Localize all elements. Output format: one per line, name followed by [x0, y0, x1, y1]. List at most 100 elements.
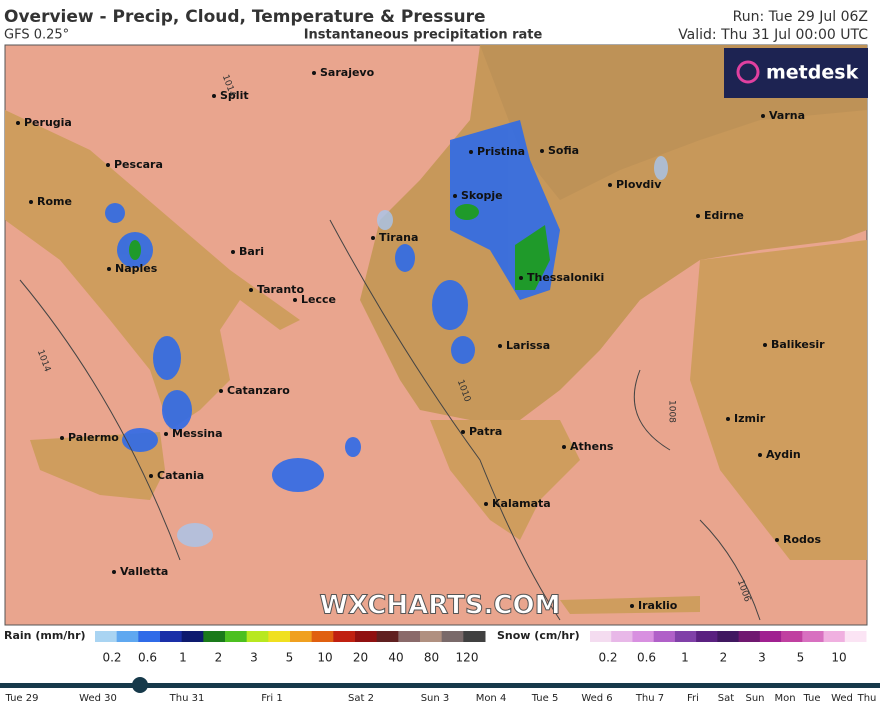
- snow-swatch: [611, 631, 633, 642]
- city-label: Valletta: [120, 565, 168, 578]
- rain-swatch: [95, 631, 118, 642]
- timeline-label[interactable]: Thu 7: [635, 693, 664, 704]
- city-dot: [371, 236, 375, 240]
- rain-swatch: [268, 631, 291, 642]
- timeline-label[interactable]: Mon 4: [476, 693, 507, 704]
- rain-tick: 20: [353, 651, 368, 665]
- logo: metdesk: [766, 62, 859, 84]
- timeline-label[interactable]: Wed 30: [79, 693, 117, 704]
- city-label: Pescara: [114, 158, 163, 171]
- snow-tick: 3: [758, 651, 766, 665]
- rain-swatch: [203, 631, 226, 642]
- city-label: Thessaloniki: [527, 271, 604, 284]
- timeline-label[interactable]: Fri 1: [261, 693, 282, 704]
- rain-swatch: [355, 631, 378, 642]
- timeline-handle[interactable]: [132, 677, 148, 693]
- city-label: Patra: [469, 425, 502, 438]
- city-label: Tirana: [379, 231, 418, 244]
- logo-box: [724, 48, 868, 98]
- timeline-label[interactable]: Tue 5: [531, 693, 559, 704]
- city-label: Iraklio: [638, 599, 678, 612]
- city-label: Aydin: [766, 448, 801, 461]
- timeline-label[interactable]: Tue 29: [5, 693, 39, 704]
- city-dot: [461, 430, 465, 434]
- rain-swatch: [246, 631, 269, 642]
- city-label: Sofia: [548, 144, 579, 157]
- logo-icon: [736, 60, 760, 84]
- city-dot: [498, 344, 502, 348]
- rain-swatch: [311, 631, 334, 642]
- city-label: Athens: [570, 440, 614, 453]
- rain-swatch: [441, 631, 464, 642]
- city-dot: [726, 417, 730, 421]
- timeline-label[interactable]: Sat 2: [348, 693, 374, 704]
- snow-swatch: [674, 631, 697, 642]
- timeline-label[interactable]: Wed: [831, 693, 853, 704]
- city-label: Varna: [769, 109, 805, 122]
- rain-swatch: [376, 631, 399, 642]
- city-label: Taranto: [257, 283, 304, 296]
- city-dot: [219, 389, 223, 393]
- snow-tick: 2: [720, 651, 728, 665]
- rain-tick: 3: [250, 651, 258, 665]
- city-dot: [562, 445, 566, 449]
- city-label: Palermo: [68, 431, 119, 444]
- city-label: Rodos: [783, 533, 821, 546]
- rain-tick: 80: [424, 651, 439, 665]
- city-dot: [231, 250, 235, 254]
- city-label: Lecce: [301, 293, 336, 306]
- rain-swatch: [463, 631, 486, 642]
- snow-swatch: [844, 631, 867, 642]
- city-dot: [630, 604, 634, 608]
- timeline-label[interactable]: Sat: [718, 693, 734, 704]
- rain-swatch: [138, 631, 161, 642]
- snow-swatch: [717, 631, 740, 642]
- timeline-label[interactable]: Sun 3: [421, 693, 450, 704]
- city-dot: [696, 214, 700, 218]
- timeline-label[interactable]: Tue: [802, 693, 820, 704]
- rain-tick: 40: [388, 651, 403, 665]
- city-dot: [312, 71, 316, 75]
- city-dot: [293, 298, 297, 302]
- timeline-bar: [0, 683, 880, 688]
- city-dot: [519, 276, 523, 280]
- rain-swatch: [116, 631, 139, 642]
- snow-swatch: [653, 631, 676, 642]
- timeline-label[interactable]: Wed 6: [581, 693, 612, 704]
- timeline-label[interactable]: Mon: [774, 693, 795, 704]
- snow-swatch: [759, 631, 782, 642]
- timeline-label[interactable]: Fri: [687, 693, 699, 704]
- timeline-label[interactable]: Thu 31: [169, 693, 205, 704]
- city-dot: [469, 150, 473, 154]
- snow-tick: 1: [681, 651, 689, 665]
- rain-swatch: [225, 631, 248, 642]
- city-dot: [212, 94, 216, 98]
- snow-swatch: [738, 631, 761, 642]
- snow-tick: 0.6: [637, 651, 656, 665]
- city-label: Naples: [115, 262, 158, 275]
- valid: Valid: Thu 31 Jul 00:00 UTC: [678, 27, 868, 43]
- timeline-label[interactable]: Sun: [745, 693, 764, 704]
- city-label: Edirne: [704, 209, 744, 222]
- city-label: Sarajevo: [320, 66, 375, 79]
- city-dot: [249, 288, 253, 292]
- rain-swatch: [290, 631, 313, 642]
- rain-swatch: [333, 631, 356, 642]
- snow-label: Snow (cm/hr): [497, 629, 580, 642]
- city-dot: [164, 432, 168, 436]
- snow-swatch: [590, 631, 612, 642]
- city-dot: [761, 114, 765, 118]
- city-label: Kalamata: [492, 497, 551, 510]
- model: GFS 0.25°: [4, 28, 69, 43]
- rain-tick: 0.2: [102, 651, 121, 665]
- rain-tick: 2: [215, 651, 223, 665]
- city-dot: [758, 453, 762, 457]
- timeline-label[interactable]: Thu: [857, 693, 877, 704]
- rain-swatch: [160, 631, 183, 642]
- city-dot: [107, 267, 111, 271]
- city-dot: [540, 149, 544, 153]
- rain-tick: 10: [317, 651, 332, 665]
- city-label: Pristina: [477, 145, 525, 158]
